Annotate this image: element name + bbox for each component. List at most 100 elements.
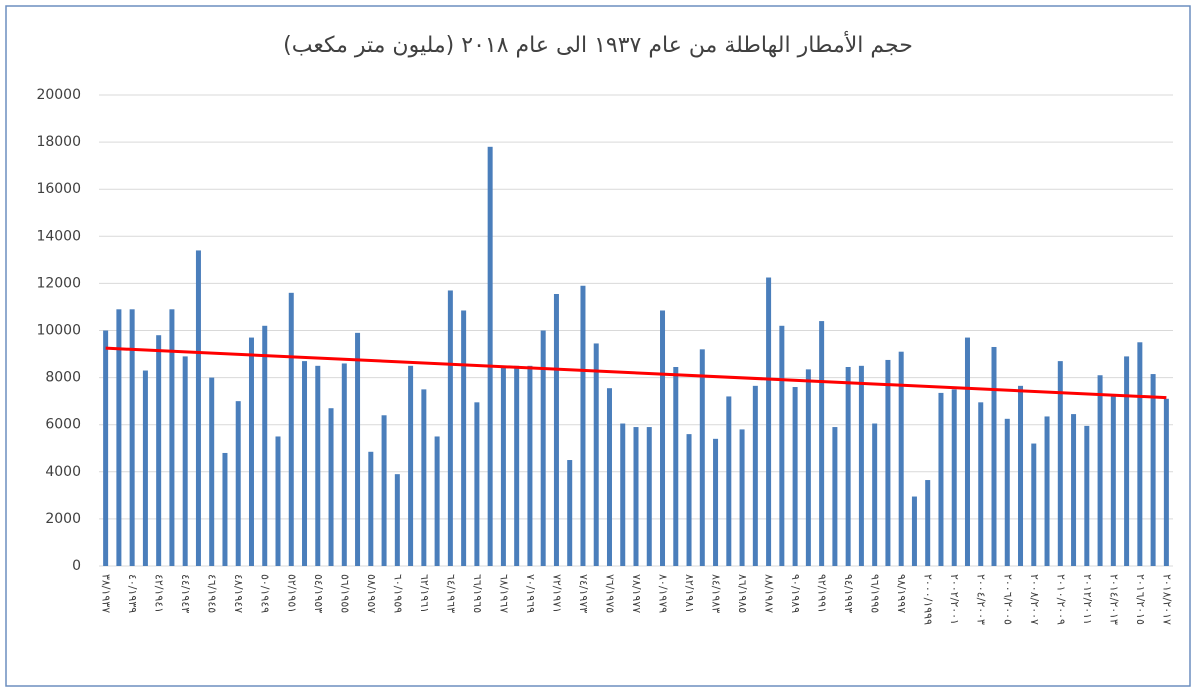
x-tick-label: ٥٦/١٩٥٥	[338, 574, 351, 613]
bar	[474, 402, 480, 566]
x-tick-label: ٦٦/١٩٦٥	[471, 574, 484, 613]
bar	[1137, 342, 1143, 566]
x-tick-label: ٦٢/١٩٦١	[418, 574, 431, 613]
x-tick-label: ٩٠/١٩٨٩	[789, 574, 802, 613]
bar	[646, 427, 652, 566]
bar	[209, 377, 215, 566]
bar	[991, 346, 997, 566]
x-tick-label: ٨٨/١٩٨٧	[763, 574, 776, 613]
x-tick-label: ٣٨/١٩٣٧	[100, 574, 113, 613]
bar	[925, 480, 931, 566]
bar	[368, 451, 374, 566]
bar	[620, 423, 626, 566]
bar	[779, 325, 785, 566]
bar	[885, 359, 891, 566]
bar	[938, 392, 944, 566]
bar	[315, 365, 321, 566]
bar	[275, 436, 281, 566]
trendline	[105, 346, 1167, 400]
x-tick-label: ٤٠/١٩٣٩	[126, 574, 139, 613]
bar	[911, 496, 917, 566]
bar	[1097, 375, 1103, 566]
bar	[686, 434, 692, 566]
x-tick-label: ٢٠١٠/٢٠٠٩	[1054, 574, 1067, 625]
x-tick-label: ٨٠/١٩٧٩	[657, 574, 670, 613]
bar	[447, 290, 453, 566]
bar	[328, 408, 334, 566]
bar	[1124, 356, 1130, 566]
bar	[978, 402, 984, 566]
y-tick-label: 14000	[36, 228, 81, 244]
x-tick-label: ٧٤/١٩٧٣	[577, 574, 590, 613]
x-tick-label: ٥٠/١٩٤٩	[259, 574, 272, 613]
bar	[248, 337, 254, 566]
x-tick-label: ٧٨/١٩٧٧	[630, 574, 643, 613]
x-tick-label: ٢٠٠٢/٢٠٠١	[948, 574, 961, 625]
bar	[408, 365, 414, 566]
bar	[1018, 385, 1024, 566]
bar	[262, 325, 268, 566]
bar	[805, 369, 811, 566]
x-tick-label: ٦٠/١٩٥٩	[391, 574, 404, 613]
bar	[540, 330, 546, 566]
bar	[487, 146, 493, 566]
y-tick-label: 6000	[45, 417, 81, 433]
x-tick-label: ٤٢/١٩٤١	[153, 574, 166, 613]
y-tick-label: 12000	[36, 275, 81, 291]
bar	[606, 388, 612, 566]
bar	[553, 293, 559, 566]
y-tick-label: 4000	[45, 464, 81, 480]
bar	[129, 309, 135, 566]
bar	[341, 363, 347, 566]
bar	[699, 349, 705, 566]
chart-title: حجم الأمطار الهاطلة من عام ١٩٣٧ الى عام …	[283, 31, 913, 58]
x-tick-label: ٤٦/١٩٤٥	[206, 574, 219, 613]
bar	[1057, 361, 1063, 566]
y-tick-label: 10000	[36, 323, 81, 339]
x-tick-label: ٩٨/١٩٩٧	[895, 574, 908, 613]
bar	[182, 356, 188, 566]
bar	[421, 389, 427, 566]
bar	[1044, 416, 1050, 566]
x-tick-label: ٧٢/١٩٧١	[550, 574, 563, 613]
bar	[858, 365, 864, 566]
x-tick-label: ٢٠١٤/٢٠١٣	[1107, 574, 1120, 625]
bar	[660, 310, 666, 566]
bar	[1084, 425, 1090, 566]
bar	[567, 460, 573, 566]
bar	[103, 330, 109, 566]
bar	[500, 365, 506, 566]
bar	[169, 309, 175, 566]
bar	[752, 385, 758, 566]
bar	[673, 367, 679, 566]
bar	[142, 370, 148, 566]
bar	[195, 250, 201, 566]
x-tick-label: ٥٤/١٩٥٣	[312, 574, 325, 613]
x-tick-label: ٦٨/١٩٦٧	[497, 574, 510, 613]
bar	[898, 351, 904, 566]
x-tick-label: ٨٢/١٩٨١	[683, 574, 696, 613]
x-tick-label: ٢٠١٦/٢٠١٥	[1134, 574, 1147, 625]
x-tick-label: ٤٤/١٩٤٣	[179, 574, 192, 613]
bar	[527, 365, 533, 566]
x-tick-label: ٢٠٠٠/١٩٩٩	[922, 574, 935, 625]
bar	[726, 396, 732, 566]
bar	[116, 309, 122, 566]
bar	[1004, 418, 1010, 566]
x-tick-label: ٢٠٠٦/٢٠٠٥	[1001, 574, 1014, 625]
bar	[461, 310, 467, 566]
bar	[832, 427, 838, 566]
bar	[156, 335, 162, 566]
bar	[302, 361, 308, 566]
bar	[235, 401, 241, 566]
y-tick-label: 8000	[45, 370, 81, 386]
bar	[222, 452, 228, 566]
y-tick-label: 16000	[36, 181, 81, 197]
y-tick-label: 0	[72, 558, 81, 574]
y-tick-label: 20000	[36, 87, 81, 103]
bar	[1110, 395, 1116, 566]
bar	[633, 427, 639, 566]
x-tick-label: ٥٨/١٩٥٧	[365, 574, 378, 613]
